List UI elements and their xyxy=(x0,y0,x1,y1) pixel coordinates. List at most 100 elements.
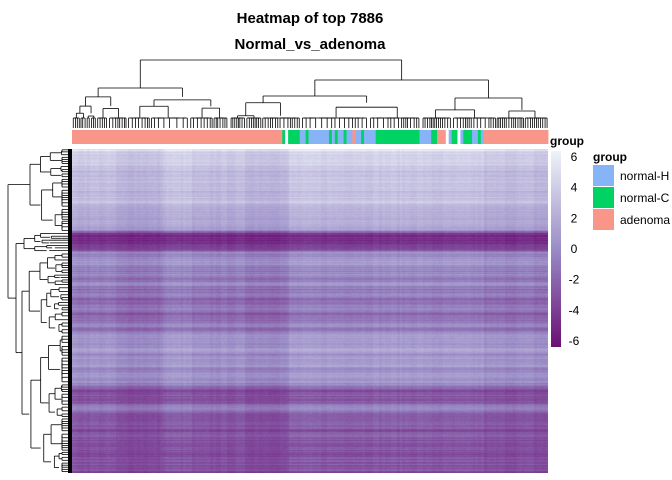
annotation-cell xyxy=(107,130,111,144)
annotation-cell xyxy=(410,130,415,144)
annotation-cell xyxy=(174,130,178,144)
annotation-cell xyxy=(302,130,307,144)
annotation-cell xyxy=(530,130,534,144)
annotation-cell xyxy=(510,130,514,144)
annotation-cell xyxy=(466,130,470,144)
annotation-cell xyxy=(177,130,181,144)
annotation-cell xyxy=(182,130,187,144)
legend-label-normal-H: normal-H xyxy=(620,169,669,183)
color-scale-tick-label: 6 xyxy=(571,150,578,164)
annotation-cell xyxy=(469,130,473,144)
annotation-cell xyxy=(194,130,198,144)
annotation-cell xyxy=(212,130,216,144)
annotation-cell xyxy=(384,130,388,144)
annotation-cell xyxy=(86,130,90,144)
annotation-cell xyxy=(334,130,339,144)
annotation-cell xyxy=(472,130,476,144)
annotation-cell xyxy=(361,130,365,144)
annotation-cell xyxy=(145,130,149,144)
annotation-cell xyxy=(439,130,444,144)
chart-title: Heatmap of top 7886 xyxy=(237,10,384,27)
annotation-cell xyxy=(261,130,266,144)
column-annotation-bar xyxy=(72,130,549,144)
annotation-cell xyxy=(507,130,511,144)
annotation-cell xyxy=(515,130,520,144)
heatmap-cells xyxy=(72,149,548,473)
annotation-cell xyxy=(346,130,350,144)
annotation-cell xyxy=(253,130,257,144)
annotation-cell xyxy=(95,130,99,144)
annotation-cell xyxy=(180,130,184,144)
color-scale-tick-label: 2 xyxy=(571,211,578,225)
annotation-cell xyxy=(270,130,274,144)
annotation-cell xyxy=(320,130,324,144)
annotation-cell xyxy=(314,130,318,144)
annotation-cell xyxy=(168,130,172,144)
column-dendrogram xyxy=(72,59,548,128)
color-scale-ticks: 6 4 2 0 -2 -4 -6 xyxy=(569,150,580,348)
annotation-cell xyxy=(215,130,219,144)
color-scale-bar xyxy=(551,151,561,347)
annotation-cell xyxy=(317,130,321,144)
group-legend-title: group xyxy=(593,150,627,164)
annotation-cell xyxy=(428,130,432,144)
annotation-cell xyxy=(480,130,485,144)
annotation-cell xyxy=(355,130,359,144)
annotation-cell xyxy=(442,130,447,144)
annotation-cell xyxy=(185,130,190,144)
annotation-cell xyxy=(156,130,161,144)
legend-swatch-normal-C xyxy=(593,187,614,208)
annotation-cell xyxy=(492,130,496,144)
annotation-cell xyxy=(285,130,289,144)
annotation-cell xyxy=(188,130,193,144)
annotation-cell xyxy=(305,130,309,144)
annotation-cell xyxy=(343,130,347,144)
annotation-cell xyxy=(366,130,371,144)
annotation-cell xyxy=(454,130,458,144)
annotation-cell xyxy=(331,130,336,144)
annotation-cell xyxy=(413,130,417,144)
annotation-cell xyxy=(279,130,283,144)
annotation-cell xyxy=(267,130,271,144)
annotation-cell xyxy=(209,130,213,144)
annotation-cell xyxy=(255,130,260,144)
annotation-cell xyxy=(431,130,435,144)
annotation-cell xyxy=(474,130,479,144)
annotation-cell xyxy=(527,130,531,144)
annotation-cell xyxy=(115,130,120,144)
annotation-cell xyxy=(337,130,342,144)
annotation-cell xyxy=(539,130,543,144)
annotation-cell xyxy=(489,130,493,144)
annotation-cell xyxy=(223,130,228,144)
color-scale-tick-label: 4 xyxy=(571,181,578,195)
annotation-cell xyxy=(112,130,117,144)
color-scale-tick-label: -6 xyxy=(569,334,580,348)
annotation-cell xyxy=(460,130,464,144)
annotation-cell xyxy=(369,130,374,144)
annotation-cell xyxy=(299,130,304,144)
annotation-cell xyxy=(542,130,546,144)
annotation-cell xyxy=(288,130,292,144)
annotation-cell xyxy=(448,130,453,144)
annotation-cell xyxy=(89,130,93,144)
annotation-cell xyxy=(419,130,423,144)
annotation-cell xyxy=(486,130,490,144)
annotation-cell xyxy=(477,130,482,144)
annotation-cell xyxy=(83,130,87,144)
annotation-cell xyxy=(422,130,426,144)
annotation-cell xyxy=(276,130,280,144)
annotation-cell xyxy=(533,130,537,144)
annotation-cell xyxy=(250,130,254,144)
annotation-cell xyxy=(349,130,353,144)
annotation-cell xyxy=(220,130,225,144)
annotation-cell xyxy=(463,130,467,144)
color-scale-tick-label: 0 xyxy=(571,242,578,256)
annotation-cell xyxy=(501,130,505,144)
annotation-cell xyxy=(238,130,242,144)
annotation-cell xyxy=(142,130,146,144)
annotation-cell xyxy=(393,130,397,144)
annotation-cell xyxy=(124,130,128,144)
annotation-cell xyxy=(378,130,382,144)
legend-label-adenoma: adenoma xyxy=(620,213,670,227)
annotation-cell xyxy=(235,130,239,144)
